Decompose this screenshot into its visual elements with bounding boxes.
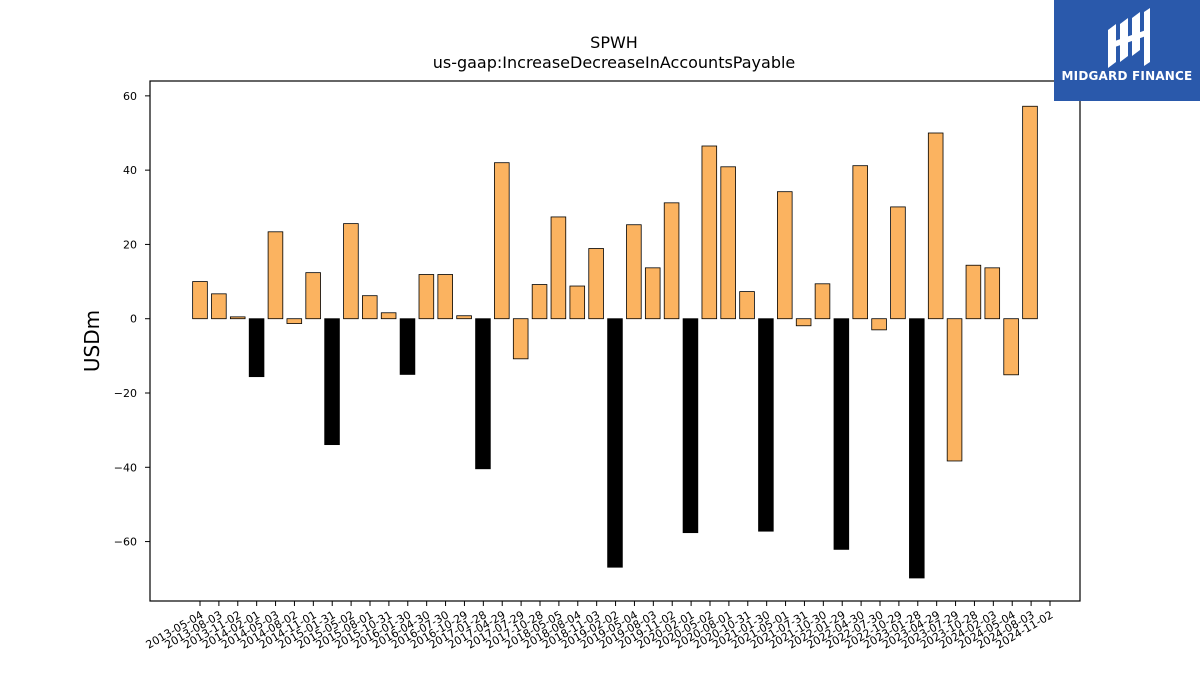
bar [833, 318, 850, 550]
bar [229, 316, 246, 320]
bar [1003, 318, 1019, 376]
bar [927, 132, 944, 320]
bar [324, 318, 340, 446]
midgard-finance-logo: MIDGARD FINANCE [1054, 0, 1200, 101]
bar [720, 166, 736, 320]
bar [211, 293, 227, 320]
bar [588, 248, 604, 320]
bar [965, 264, 982, 320]
y-axis-label: USDm [80, 310, 104, 372]
bar [663, 202, 680, 320]
bar [362, 295, 378, 320]
bar [512, 318, 529, 360]
bar [475, 318, 491, 470]
bar [550, 216, 567, 320]
chart-title: SPWH [590, 33, 638, 52]
bar [456, 315, 472, 320]
bar [380, 312, 397, 320]
bar [890, 206, 906, 320]
bar [343, 223, 359, 320]
bar [248, 318, 265, 378]
plot-frame [149, 80, 1081, 602]
y-tick-label: 40 [123, 164, 137, 177]
bar [871, 318, 887, 331]
y-axis-ticks: 60 40 20 0 −20 −40 −60 [114, 90, 150, 549]
bar [399, 318, 416, 375]
bar [531, 284, 548, 320]
bar [795, 318, 812, 327]
y-tick-label: 0 [130, 313, 137, 326]
logo-wordmark: MIDGARD FINANCE [1061, 69, 1193, 83]
bar [607, 318, 623, 568]
bar [569, 285, 586, 320]
bar [267, 231, 284, 320]
bars-group [192, 105, 1038, 579]
bar [777, 191, 793, 320]
y-tick-label: −60 [114, 536, 137, 549]
bar [494, 162, 510, 320]
bar [626, 224, 642, 320]
y-tick-label: 60 [123, 90, 137, 103]
bar [852, 165, 868, 320]
bar [305, 272, 321, 320]
bar [739, 291, 755, 320]
y-tick-label: 20 [123, 238, 137, 251]
x-axis-ticks: 2013-05-042013-08-032013-11-022014-02-01… [144, 601, 1056, 652]
y-tick-label: −40 [114, 461, 137, 474]
bar [286, 318, 303, 324]
bar [814, 283, 831, 320]
bar [758, 318, 774, 532]
bar [984, 267, 1001, 320]
bar [701, 145, 718, 320]
bar [1022, 105, 1038, 320]
bar [946, 318, 963, 462]
midgard-logo-icon [1108, 8, 1150, 68]
bar [437, 274, 453, 320]
bar [682, 318, 699, 534]
chart-subtitle: us-gaap:IncreaseDecreaseInAccountsPayabl… [433, 53, 796, 72]
bar [192, 281, 208, 320]
bar [644, 267, 661, 320]
bar [418, 274, 435, 320]
bar [909, 318, 925, 579]
y-tick-label: −20 [114, 387, 137, 400]
